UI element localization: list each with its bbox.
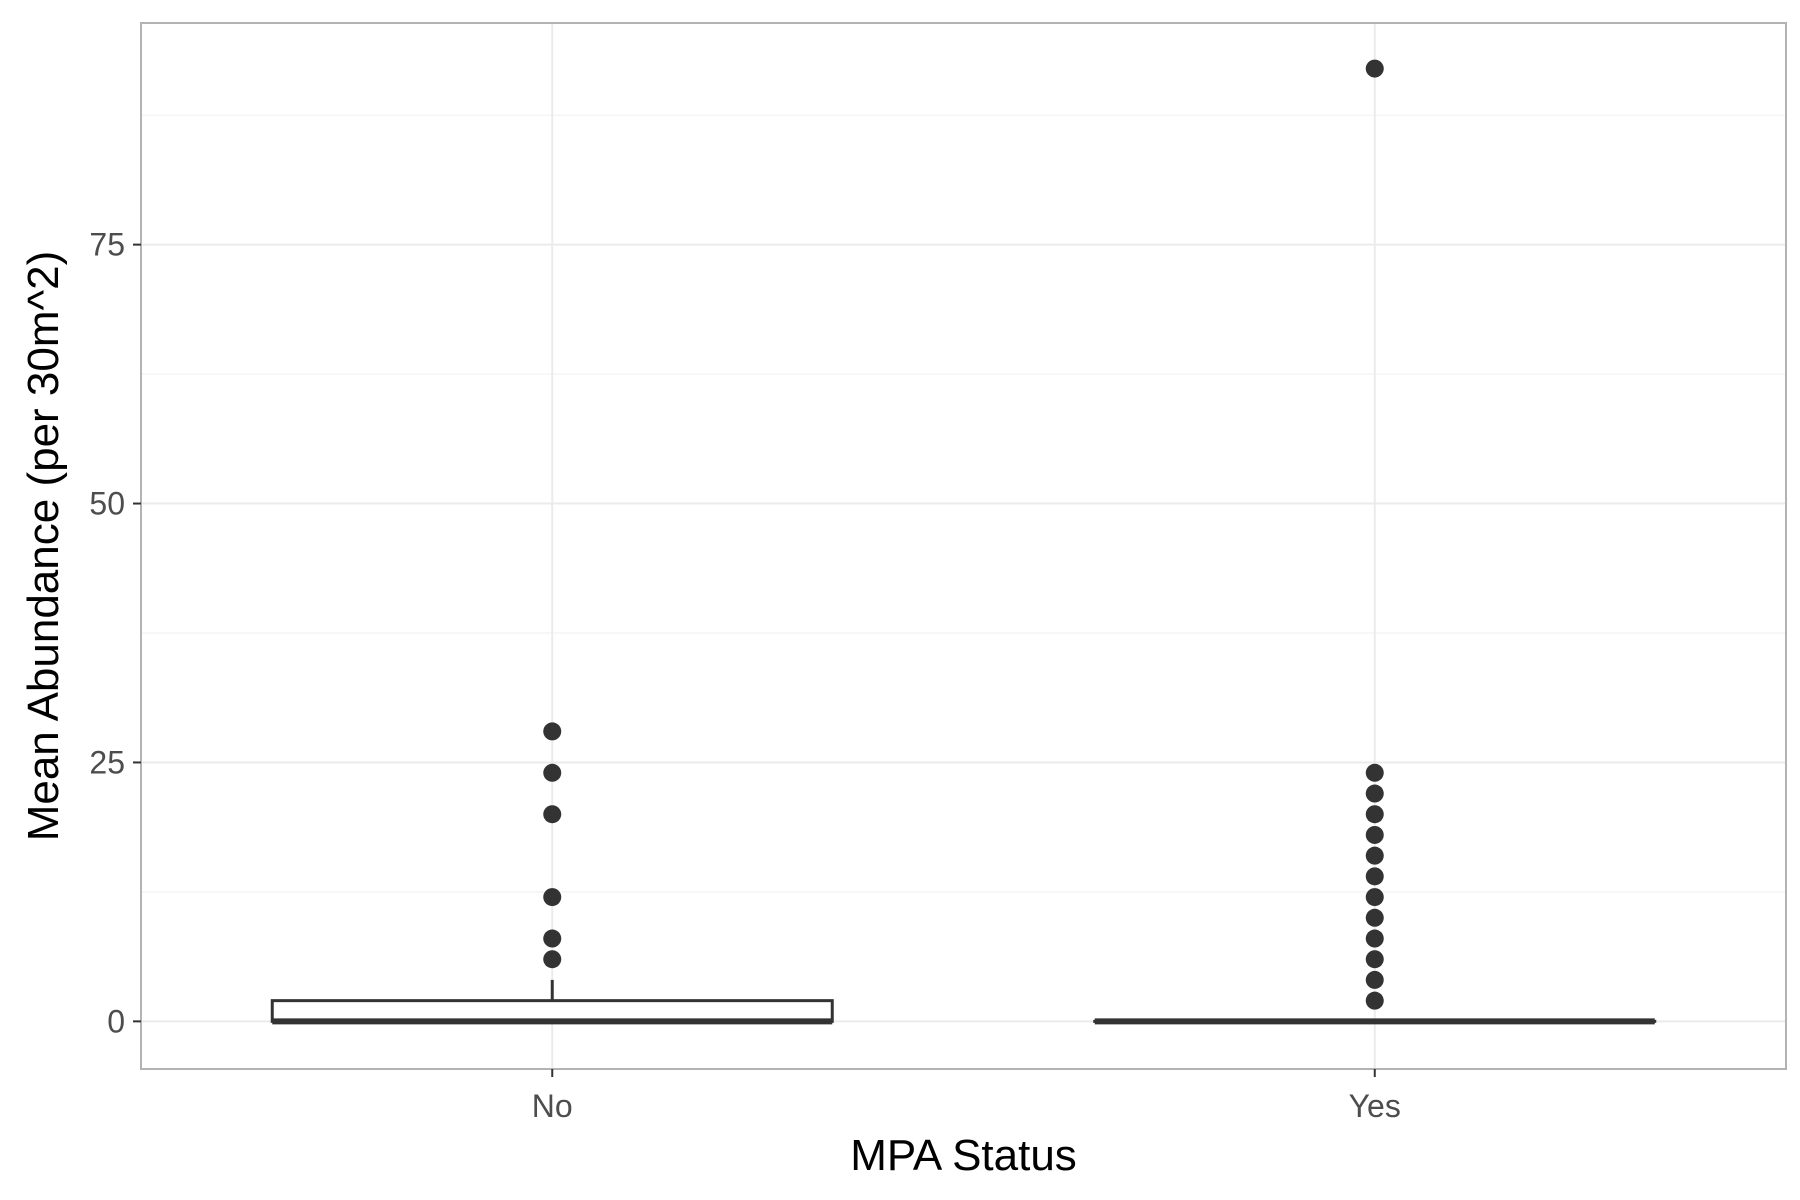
x-tick-label: No [532, 1088, 573, 1124]
y-axis-title: Mean Abundance (per 30m^2) [19, 251, 68, 842]
box-no [270, 979, 834, 1025]
outlier-point [1365, 970, 1384, 989]
outlier-point [1365, 950, 1384, 969]
y-tick-label: 25 [89, 744, 125, 780]
outlier-point [543, 805, 562, 824]
outlier-point [1365, 888, 1384, 907]
y-axis: 0 25 50 75 [89, 227, 141, 1039]
outlier-point [1365, 929, 1384, 948]
outlier-point [543, 929, 562, 948]
y-tick-label: 0 [107, 1003, 125, 1039]
x-axis-title: MPA Status [850, 1131, 1077, 1180]
outlier-point [1365, 908, 1384, 927]
x-tick-label: Yes [1349, 1088, 1401, 1124]
outlier-point [1365, 846, 1384, 865]
grid-minor [141, 114, 1786, 893]
panel-border [140, 22, 1787, 1070]
y-tick-label: 50 [89, 486, 125, 522]
outlier-point [1365, 763, 1384, 782]
x-axis: No Yes [532, 1069, 1401, 1124]
boxes [270, 979, 1657, 1025]
outliers [543, 59, 1384, 1010]
outlier-point [1365, 805, 1384, 824]
outlier-point [543, 888, 562, 907]
outlier-point [1365, 991, 1384, 1010]
outlier-point [543, 950, 562, 969]
outlier-point [1365, 825, 1384, 844]
outlier-point [1365, 867, 1384, 886]
outlier-point [543, 763, 562, 782]
outlier-point [1365, 59, 1384, 78]
outlier-point [1365, 784, 1384, 803]
box-iqr [270, 999, 834, 1023]
y-tick-label: 75 [89, 227, 125, 263]
outlier-point [543, 722, 562, 741]
